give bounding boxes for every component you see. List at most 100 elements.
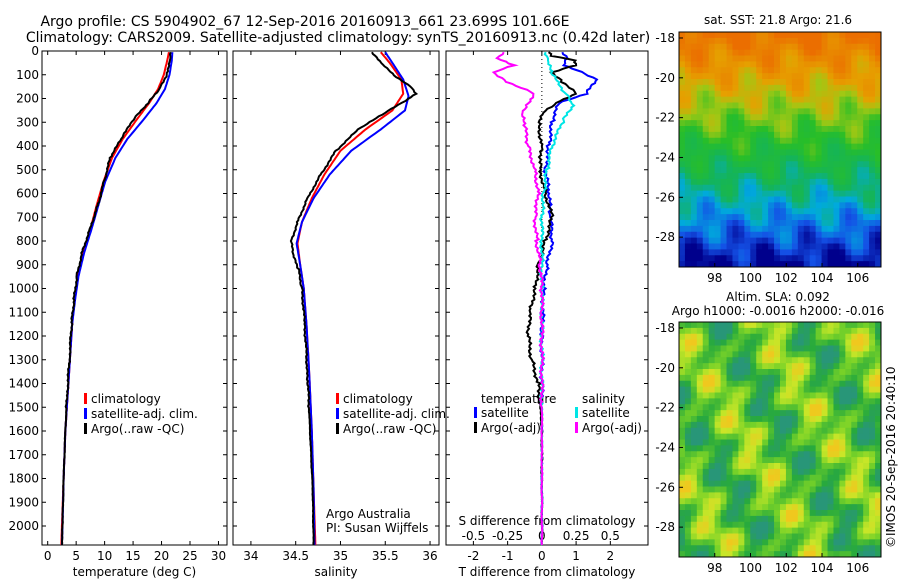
sla-cell bbox=[797, 427, 805, 435]
sla-cell bbox=[780, 421, 787, 429]
sla-cell bbox=[708, 492, 716, 499]
sst-cell bbox=[738, 143, 745, 150]
sla-cell bbox=[869, 410, 876, 417]
depth-tick-label: 1400 bbox=[8, 377, 39, 391]
sla-cell bbox=[714, 510, 721, 517]
sst-cell bbox=[863, 190, 870, 197]
sst-cell bbox=[845, 143, 852, 150]
sla-cell bbox=[803, 480, 811, 487]
depth-tick-label: 100 bbox=[16, 68, 39, 82]
sla-cell bbox=[720, 527, 727, 534]
sla-cell bbox=[791, 421, 799, 429]
sla-cell bbox=[690, 386, 698, 393]
sla-cell bbox=[774, 463, 781, 470]
sst-cell bbox=[720, 161, 727, 168]
sla-cell bbox=[684, 339, 692, 346]
sla-cell bbox=[827, 392, 834, 399]
sst-cell bbox=[785, 178, 793, 186]
sla-cell bbox=[690, 433, 698, 440]
sla-cell bbox=[714, 515, 721, 523]
sst-cell bbox=[679, 237, 686, 244]
sst-cell bbox=[720, 102, 727, 109]
sst-cell bbox=[738, 137, 745, 145]
sla-cell bbox=[744, 527, 751, 534]
sla-cell bbox=[750, 463, 757, 470]
sla-cell bbox=[839, 504, 846, 511]
sst-cell bbox=[738, 102, 745, 109]
sla-cell bbox=[821, 457, 828, 464]
sla-cell bbox=[708, 504, 716, 511]
sla-cell bbox=[750, 492, 757, 499]
sst-cell bbox=[833, 73, 840, 80]
sla-cell bbox=[845, 504, 852, 511]
sla-cell bbox=[714, 504, 721, 511]
sst-cell bbox=[732, 73, 739, 80]
sla-cell bbox=[720, 351, 727, 358]
sst-cell bbox=[679, 32, 686, 39]
sst-cell bbox=[726, 149, 733, 156]
sla-cell bbox=[863, 551, 870, 558]
sla-cell bbox=[684, 468, 692, 476]
sla-cell bbox=[679, 327, 686, 335]
sla-cell bbox=[821, 322, 828, 329]
sst-cell bbox=[809, 79, 817, 86]
sst-cell bbox=[702, 149, 710, 156]
sst-cell bbox=[851, 102, 858, 109]
sla-cell bbox=[791, 439, 799, 446]
legend-label-argo: Argo(..raw -QC) bbox=[91, 422, 184, 436]
sla-cell bbox=[690, 345, 698, 352]
sla-cell bbox=[756, 545, 763, 552]
sst-cell bbox=[684, 49, 692, 56]
sst-cell bbox=[803, 167, 811, 174]
sla-cell bbox=[785, 451, 793, 458]
sla-cell bbox=[690, 498, 698, 505]
sst-cell bbox=[774, 32, 781, 39]
sla-cell bbox=[684, 510, 692, 517]
sla-cell bbox=[714, 463, 721, 470]
sla-cell bbox=[720, 480, 727, 487]
sla-cell bbox=[821, 380, 828, 388]
sla-cell bbox=[774, 539, 781, 546]
sla-cell bbox=[780, 386, 787, 393]
sla-cell bbox=[756, 404, 763, 411]
sla-cell bbox=[809, 322, 817, 329]
sla-cell bbox=[744, 322, 751, 329]
sst-cell bbox=[780, 225, 787, 233]
sst-cell bbox=[821, 55, 828, 62]
sst-cell bbox=[809, 114, 817, 121]
sla-cell bbox=[762, 521, 769, 529]
sla-cell bbox=[851, 427, 858, 435]
sst-cell bbox=[791, 96, 799, 103]
sst-cell bbox=[845, 61, 852, 68]
sla-cell bbox=[833, 322, 840, 329]
sst-cell bbox=[768, 214, 775, 221]
sst-cell bbox=[702, 249, 710, 256]
sla-cell bbox=[833, 351, 840, 358]
sla-cell bbox=[708, 416, 716, 423]
sst-cell bbox=[863, 208, 870, 215]
sla-cell bbox=[827, 527, 834, 534]
sla-cell bbox=[768, 433, 775, 440]
sla-cell bbox=[839, 451, 846, 458]
sla-cell bbox=[708, 515, 716, 523]
sst-cell bbox=[714, 32, 721, 39]
sst-cell bbox=[774, 202, 781, 209]
sst-cell bbox=[726, 43, 733, 51]
figure-title-line1: Argo profile: CS 5904902_67 12-Sep-2016 … bbox=[40, 14, 569, 30]
sla-cell bbox=[762, 398, 769, 405]
sst-cell bbox=[857, 261, 864, 268]
sst-cell bbox=[702, 131, 710, 139]
sla-cell bbox=[815, 433, 822, 440]
sla-cell bbox=[750, 445, 757, 452]
sst-cell bbox=[762, 73, 769, 80]
sst-cell bbox=[857, 32, 864, 39]
sst-cell bbox=[839, 137, 846, 145]
sla-cell bbox=[774, 410, 781, 417]
sst-cell bbox=[720, 214, 727, 221]
sst-cell bbox=[684, 131, 692, 139]
sla-cell bbox=[845, 433, 852, 440]
sst-cell bbox=[815, 114, 822, 121]
sla-cell bbox=[833, 527, 840, 534]
sla-cell bbox=[708, 510, 716, 517]
sla-cell bbox=[690, 468, 698, 476]
